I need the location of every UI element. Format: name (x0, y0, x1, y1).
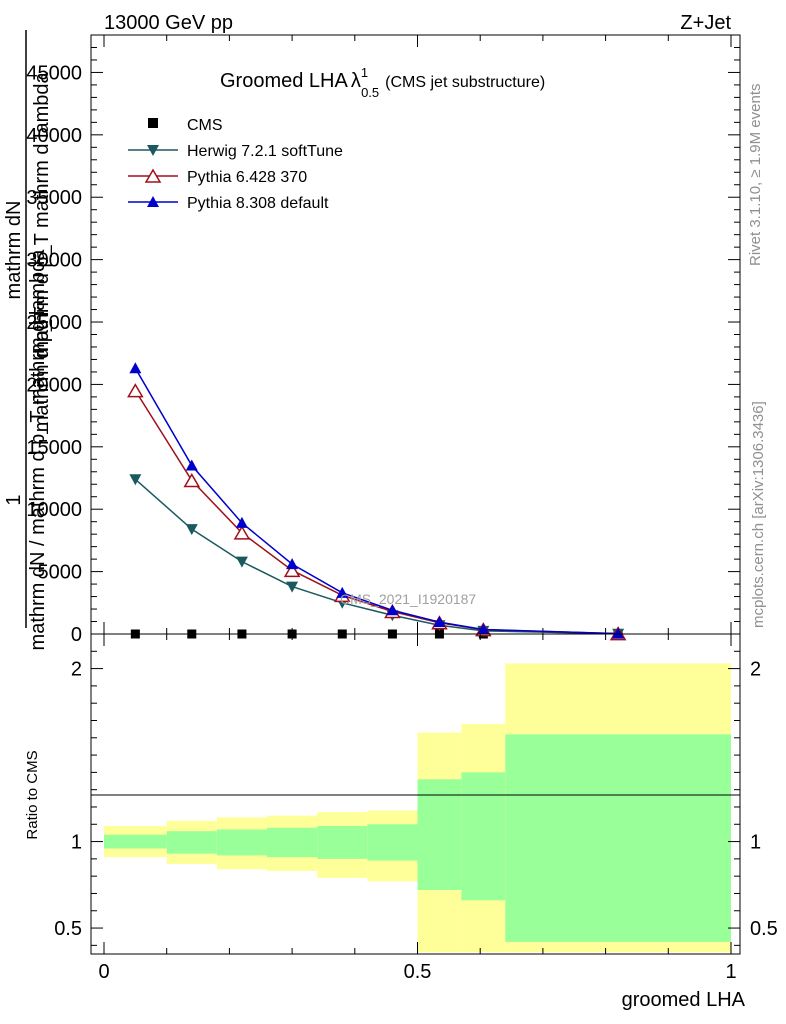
legend-pythia6-label: Pythia 6.428 370 (187, 169, 307, 186)
main-y-tick-label: 5000 (38, 562, 83, 584)
chart-title-text: Groomed LHA (220, 70, 348, 92)
ratio-inner-band-bin (267, 827, 318, 858)
ratio-y-tick-label-right: 0.5 (750, 918, 778, 940)
main-y-label: mathrm dN mathrm d p_T mathrm d lambda 1… (3, 30, 53, 650)
mcplots-label: mcplots.cern.ch [arXiv:1306.3436] (750, 401, 767, 628)
chart-title-lambda: λ (351, 70, 361, 92)
main-ylabel-1: mathrm dN (3, 201, 25, 300)
ratio-inner-band-bin (367, 824, 418, 861)
ratio-inner-band-bin (104, 834, 167, 849)
herwig-point (286, 581, 299, 593)
legend: CMS Herwig 7.2.1 softTune Pythia 6.428 3… (128, 117, 343, 212)
pythia8-point (129, 362, 142, 374)
main-ylabel-3: 1 (3, 494, 25, 505)
main-y-tick-label: 25000 (26, 312, 82, 334)
header-left: 13000 GeV pp (104, 12, 233, 34)
ratio-inner-band-bin (166, 831, 217, 854)
main-ylabel-2: mathrm d p_T mathrm d lambda (31, 71, 53, 357)
ratio-y-tick-label: 0.5 (54, 918, 82, 940)
ratio-x-ticks: 0 0.5 1 (98, 634, 737, 983)
ratio-y-tick-label: 2 (71, 659, 82, 681)
legend-pythia8-marker (147, 196, 159, 207)
ratio-y-tick-label: 1 (71, 832, 82, 854)
legend-entry-pythia8: Pythia 8.308 default (128, 195, 329, 212)
chart-title-sup: 1 (361, 65, 368, 80)
main-panel: 0 5000 10000 15000 20000 25000 30000 35000 40000… (26, 34, 741, 646)
legend-herwig-marker (147, 145, 159, 156)
legend-pythia6-marker (144, 168, 162, 183)
ratio-panel: 0.5 0.51 12 2 0 0.5 1 Ratio to CMS groomed LH… (24, 633, 778, 1011)
ratio-frame (90, 633, 741, 955)
pythia8-point (386, 604, 399, 616)
ratio-inner-band-bin (461, 772, 506, 901)
ratio-inner-band-bin (317, 826, 368, 859)
x-tick-label: 0.5 (404, 961, 432, 983)
legend-entry-pythia6: Pythia 6.428 370 (128, 168, 307, 186)
rivet-label: Rivet 3.1.10, ≥ 1.9M events (747, 84, 764, 267)
main-y-ticks: 0 5000 10000 15000 20000 25000 30000 35000 40000… (26, 34, 740, 646)
pythia6-point (233, 525, 251, 540)
legend-entry-cms: CMS (148, 117, 223, 134)
series-line-1 (134, 478, 619, 635)
main-y-tick-label: 35000 (26, 187, 82, 209)
main-y-tick-label: 0 (71, 624, 82, 646)
pythia8-point (235, 516, 248, 528)
ratio-inner-band-bin (505, 734, 731, 942)
herwig-point (235, 556, 248, 568)
x-axis-label: groomed LHA (622, 989, 746, 1011)
main-y-tick-label: 10000 (26, 499, 82, 521)
main-y-tick-label: 40000 (26, 125, 82, 147)
herwig-point (129, 474, 142, 486)
chart-subtitle: (CMS jet substructure) (385, 74, 545, 91)
main-y-tick-label: 45000 (26, 62, 82, 84)
pythia8-point (286, 558, 299, 570)
main-ylabel-4: mathrm dN / mathrm d p_T mathrm d lambda (27, 249, 49, 651)
ratio-y-label: Ratio to CMS (24, 750, 41, 839)
main-ylabel-5: mathrm d p_T (31, 308, 53, 432)
header-right: Z+Jet (680, 12, 731, 34)
pythia6-point (283, 562, 301, 578)
chart-title-sub: 0.5 (361, 85, 379, 100)
ratio-y-tick-label-right: 1 (750, 832, 761, 854)
ratio-bands (104, 663, 731, 953)
legend-herwig-label: Herwig 7.2.1 softTune (187, 143, 343, 160)
chart-title: Groomed LHA λ1 0.5 (CMS jet substructure) (220, 65, 545, 100)
x-tick-label: 0 (98, 961, 109, 983)
pythia8-point (477, 623, 490, 635)
main-y-tick-label: 15000 (26, 437, 82, 459)
legend-entry-herwig: Herwig 7.2.1 softTune (128, 143, 343, 160)
x-tick-label: 1 (725, 961, 736, 983)
legend-cms-label: CMS (187, 117, 223, 134)
pythia8-point (185, 459, 198, 471)
ratio-y-ticks: 0.5 0.5 1 1 2 2 (54, 650, 778, 946)
pythia8-point (433, 616, 446, 628)
ratio-y-tick-label-right: 2 (750, 659, 761, 681)
ratio-inner-band-bin (216, 829, 268, 856)
pythia6-point (183, 473, 201, 488)
herwig-point (185, 524, 198, 536)
pythia8-point (336, 586, 349, 598)
analysis-label: CMS_2021_I1920187 (340, 591, 476, 607)
pythia6-point (127, 383, 144, 398)
legend-pythia8-label: Pythia 8.308 default (187, 195, 329, 212)
main-y-tick-label: 20000 (26, 374, 82, 396)
legend-cms-marker (148, 118, 158, 128)
main-y-tick-label: 30000 (26, 250, 82, 272)
pythia8-point (612, 627, 625, 639)
ratio-inner-band-bin (417, 779, 462, 890)
